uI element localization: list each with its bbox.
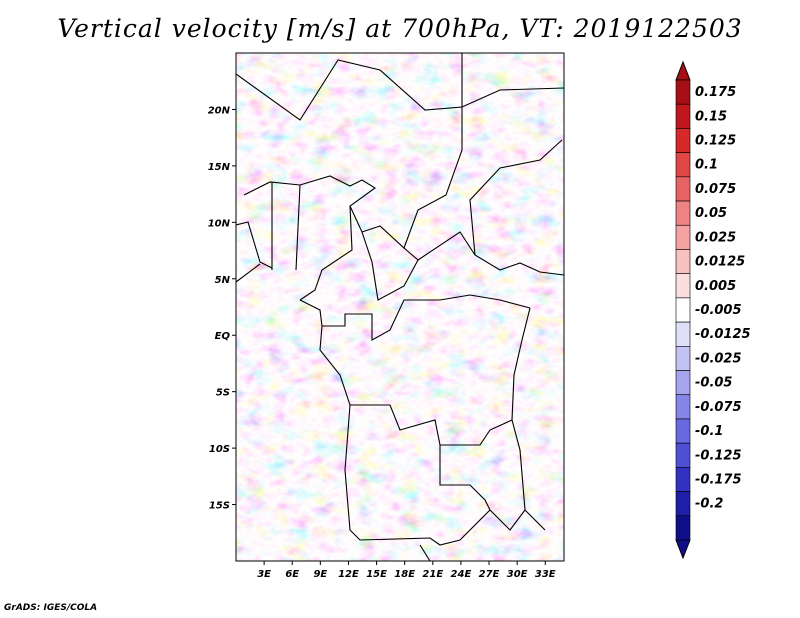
map-title: Vertical velocity [m/s] at 700hPa, VT: 2… [57,14,743,43]
colorbar-label: 0.0125 [695,255,745,270]
lon-tick-label: 18E [394,569,415,580]
colorbar-swatch [675,297,691,323]
velocity-field [236,53,564,561]
lon-tick-label: 3E [257,569,271,580]
colorbar-swatch [675,370,691,396]
lon-tick-label: 12E [338,569,359,580]
colorbar-label: -0.1 [695,424,723,439]
longitude-axis: 3E 6E 9E 12E 15E 18E 21E 24E 27E 30E 33E [257,561,556,580]
colorbar-label: 0.125 [695,134,736,149]
colorbar-swatch [675,224,691,250]
colorbar-label: 0.175 [695,85,736,100]
lon-tick-label: 24E [451,569,472,580]
colorbar-swatch [675,467,691,492]
colorbar-label: 0.025 [695,230,736,245]
lon-tick-label: 33E [535,569,556,580]
colorbar-label: -0.05 [695,376,732,391]
colorbar-swatch [675,128,691,153]
lat-tick-label: 10S [209,444,230,455]
colorbar-swatch [675,103,691,129]
colorbar-swatch [675,176,691,202]
colorbar-max-arrow [675,60,691,81]
colorbar-swatch [675,515,691,541]
colorbar-swatch [675,418,691,444]
lat-tick-label: 5S [216,388,230,399]
lon-tick-label: 6E [285,569,299,580]
colorbar-swatch [675,491,691,517]
lat-tick-label: 20N [208,105,231,116]
colorbar-swatch [675,249,691,274]
colorbar-swatch [675,442,691,468]
colorbar-label: 0.075 [695,182,736,197]
colorbar-label: -0.0125 [695,327,751,342]
lon-tick-label: 30E [507,569,528,580]
lat-tick-label: 15S [209,501,230,512]
country-borders [236,53,564,561]
colorbar-swatch [675,346,691,371]
colorbar-label: 0.15 [695,109,727,124]
lon-tick-label: 15E [366,569,387,580]
lon-tick-label: 21E [422,569,443,580]
colorbar-swatch [675,394,691,420]
colorbar-swatch [675,152,691,178]
colorbar-swatch [675,200,691,226]
lat-tick-label: 15N [208,162,231,173]
colorbar-label: -0.175 [695,472,742,487]
colorbar: 0.175 0.15 0.125 0.1 0.075 0.05 0.025 0.0125 0.0… [675,60,751,560]
colorbar-label: -0.005 [695,303,742,318]
lon-tick-label: 27E [479,569,500,580]
lon-tick-label: 9E [313,569,327,580]
colorbar-label: -0.125 [695,448,742,463]
colorbar-label: -0.025 [695,351,742,366]
map-frame [235,52,565,562]
colorbar-swatch [675,273,691,299]
lat-tick-label: 5N [215,275,231,286]
colorbar-label: 0.05 [695,206,727,221]
colorbar-label: 0.1 [695,158,718,173]
colorbar-label: 0.005 [695,279,736,294]
footer-credit: GrADS: IGES/COLA [4,603,98,613]
colorbar-label: -0.075 [695,400,742,415]
colorbar-label: -0.2 [695,497,723,512]
lat-tick-label: EQ [215,331,231,342]
colorbar-min-arrow [675,539,691,560]
lat-tick-label: 10N [208,218,231,229]
colorbar-swatch [675,321,691,347]
colorbar-swatch [675,79,691,105]
latitude-axis: 20N 15N 10N 5N EQ 5S 10S 15S [208,105,236,512]
